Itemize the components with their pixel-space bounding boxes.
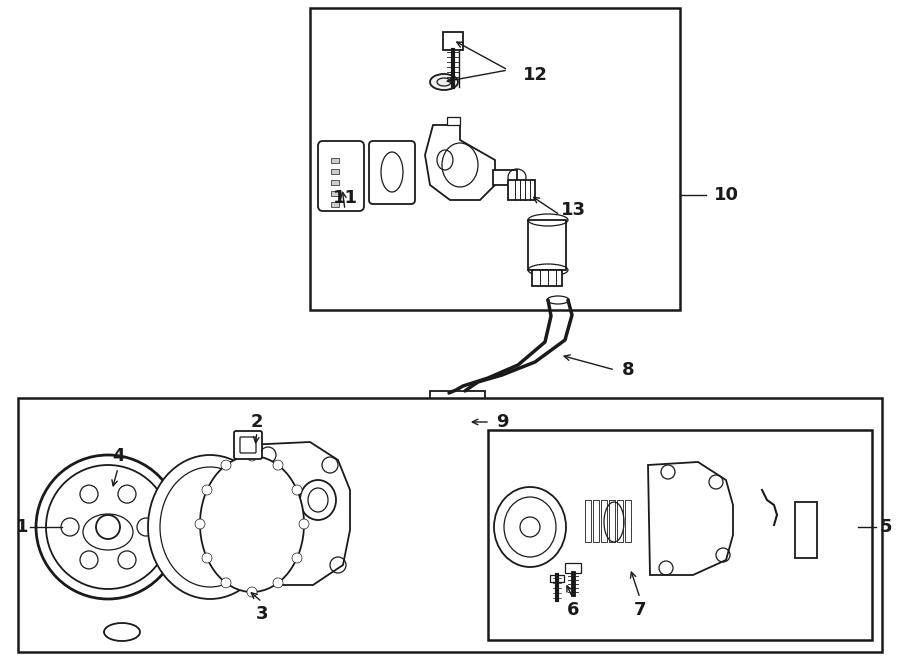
Polygon shape bbox=[508, 180, 535, 200]
Text: 9: 9 bbox=[496, 413, 508, 431]
Bar bbox=[617, 500, 623, 542]
Ellipse shape bbox=[202, 485, 212, 495]
Ellipse shape bbox=[299, 519, 309, 529]
Polygon shape bbox=[565, 563, 581, 573]
Ellipse shape bbox=[195, 519, 205, 529]
Ellipse shape bbox=[221, 578, 231, 588]
Polygon shape bbox=[493, 170, 517, 185]
Bar bbox=[331, 169, 339, 174]
Bar bbox=[331, 180, 339, 185]
Polygon shape bbox=[430, 391, 485, 403]
Ellipse shape bbox=[273, 460, 283, 470]
Polygon shape bbox=[425, 125, 495, 200]
Ellipse shape bbox=[148, 455, 272, 599]
Polygon shape bbox=[550, 575, 564, 582]
Polygon shape bbox=[447, 117, 460, 125]
Bar bbox=[609, 500, 615, 542]
Text: 11: 11 bbox=[332, 189, 357, 207]
Polygon shape bbox=[528, 220, 566, 270]
Ellipse shape bbox=[292, 485, 302, 495]
Bar bbox=[488, 430, 872, 640]
Text: 12: 12 bbox=[523, 66, 547, 84]
Polygon shape bbox=[532, 270, 562, 286]
Bar bbox=[310, 8, 680, 310]
Bar bbox=[625, 500, 631, 542]
FancyBboxPatch shape bbox=[240, 437, 256, 453]
Ellipse shape bbox=[202, 553, 212, 563]
Ellipse shape bbox=[221, 460, 231, 470]
Bar bbox=[593, 500, 599, 542]
Text: 13: 13 bbox=[561, 201, 586, 219]
Text: 8: 8 bbox=[622, 361, 634, 379]
Bar bbox=[601, 500, 607, 542]
Polygon shape bbox=[420, 401, 495, 413]
Bar bbox=[331, 202, 339, 207]
Ellipse shape bbox=[36, 455, 180, 599]
Polygon shape bbox=[443, 32, 463, 50]
Polygon shape bbox=[246, 442, 350, 585]
Polygon shape bbox=[433, 415, 478, 429]
Text: 5: 5 bbox=[880, 518, 892, 536]
Text: 6: 6 bbox=[567, 601, 580, 619]
Bar bbox=[18, 398, 882, 652]
Text: 1: 1 bbox=[16, 518, 28, 536]
Ellipse shape bbox=[494, 487, 566, 567]
Text: 3: 3 bbox=[256, 605, 268, 623]
Text: 2: 2 bbox=[251, 413, 263, 431]
Ellipse shape bbox=[273, 578, 283, 588]
Text: 4: 4 bbox=[112, 447, 124, 465]
Text: 7: 7 bbox=[634, 601, 646, 619]
FancyBboxPatch shape bbox=[234, 431, 262, 459]
Ellipse shape bbox=[430, 74, 458, 90]
Text: 10: 10 bbox=[714, 186, 739, 204]
FancyBboxPatch shape bbox=[369, 141, 415, 204]
Bar bbox=[585, 500, 591, 542]
Ellipse shape bbox=[200, 456, 304, 592]
Polygon shape bbox=[648, 462, 733, 575]
FancyBboxPatch shape bbox=[318, 141, 364, 211]
Bar bbox=[331, 158, 339, 163]
Ellipse shape bbox=[247, 451, 257, 461]
Polygon shape bbox=[795, 502, 817, 558]
Ellipse shape bbox=[292, 553, 302, 563]
Bar bbox=[331, 191, 339, 196]
Ellipse shape bbox=[247, 587, 257, 597]
